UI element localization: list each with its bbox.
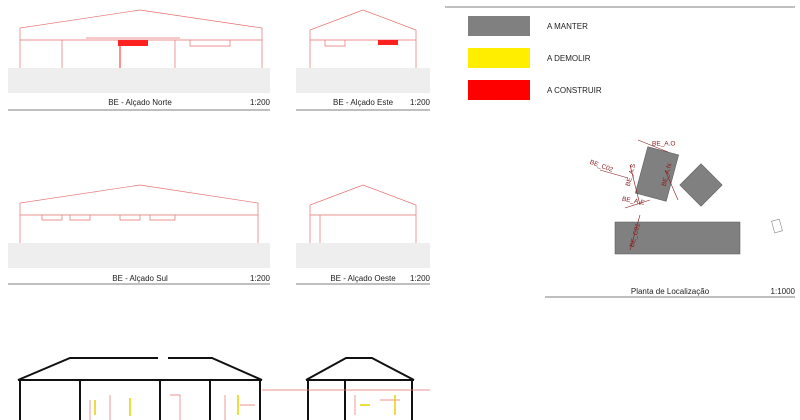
plan-title: Planta de Localização — [631, 287, 710, 296]
legend-swatch — [468, 48, 530, 68]
section-walls — [19, 380, 413, 420]
roof-outline — [309, 184, 417, 243]
legend-swatch — [468, 80, 530, 100]
view-scale: 1:200 — [250, 274, 271, 283]
sections — [17, 357, 430, 420]
ground — [8, 243, 270, 268]
view-scale: 1:200 — [410, 98, 431, 107]
section-label: BE_C02 — [589, 159, 615, 174]
section-label: BE_A.E — [621, 196, 645, 207]
section-marks — [599, 139, 679, 251]
section-detail — [89, 389, 430, 420]
view-title: BE - Alçado Oeste — [330, 274, 396, 283]
new-element — [118, 40, 148, 46]
section-roof — [17, 357, 415, 381]
location-plan: BE_A.O BE_C02 BE_A.S BE_A.N BE_A.E BE_C0… — [545, 139, 796, 298]
legend: A MANTER A DEMOLIR A CONSTRUIR — [445, 6, 795, 100]
view-scale: 1:200 — [250, 98, 271, 107]
plan-scale: 1:1000 — [771, 287, 796, 296]
ground — [296, 243, 430, 268]
elevation-north: BE - Alçado Norte 1:200 — [8, 9, 271, 111]
view-title: BE - Alçado Sul — [112, 274, 168, 283]
section-label: BE_A.O — [652, 141, 675, 148]
legend-label: A DEMOLIR — [547, 54, 591, 63]
elevation-west: BE - Alçado Oeste 1:200 — [296, 184, 431, 285]
elevation-east: BE - Alçado Este 1:200 — [296, 9, 431, 111]
section-label: BE_A.S — [625, 163, 638, 187]
legend-label: A CONSTRUIR — [547, 86, 602, 95]
building-keep — [614, 221, 741, 255]
view-title: BE - Alçado Norte — [108, 98, 172, 107]
elevation-south: BE - Alçado Sul 1:200 — [8, 184, 271, 285]
annex — [771, 218, 783, 234]
roof-outline — [309, 9, 417, 68]
demolish-detail — [94, 395, 396, 416]
view-scale: 1:200 — [410, 274, 431, 283]
new-element — [378, 40, 398, 45]
legend-swatch — [468, 16, 530, 36]
view-title: BE - Alçado Este — [333, 98, 394, 107]
building-keep — [635, 146, 679, 202]
ground — [296, 68, 430, 93]
roof-outline — [19, 9, 263, 68]
legend-label: A MANTER — [547, 22, 588, 31]
roof-outline — [19, 184, 259, 243]
ground — [8, 68, 270, 93]
building-keep — [679, 163, 723, 207]
